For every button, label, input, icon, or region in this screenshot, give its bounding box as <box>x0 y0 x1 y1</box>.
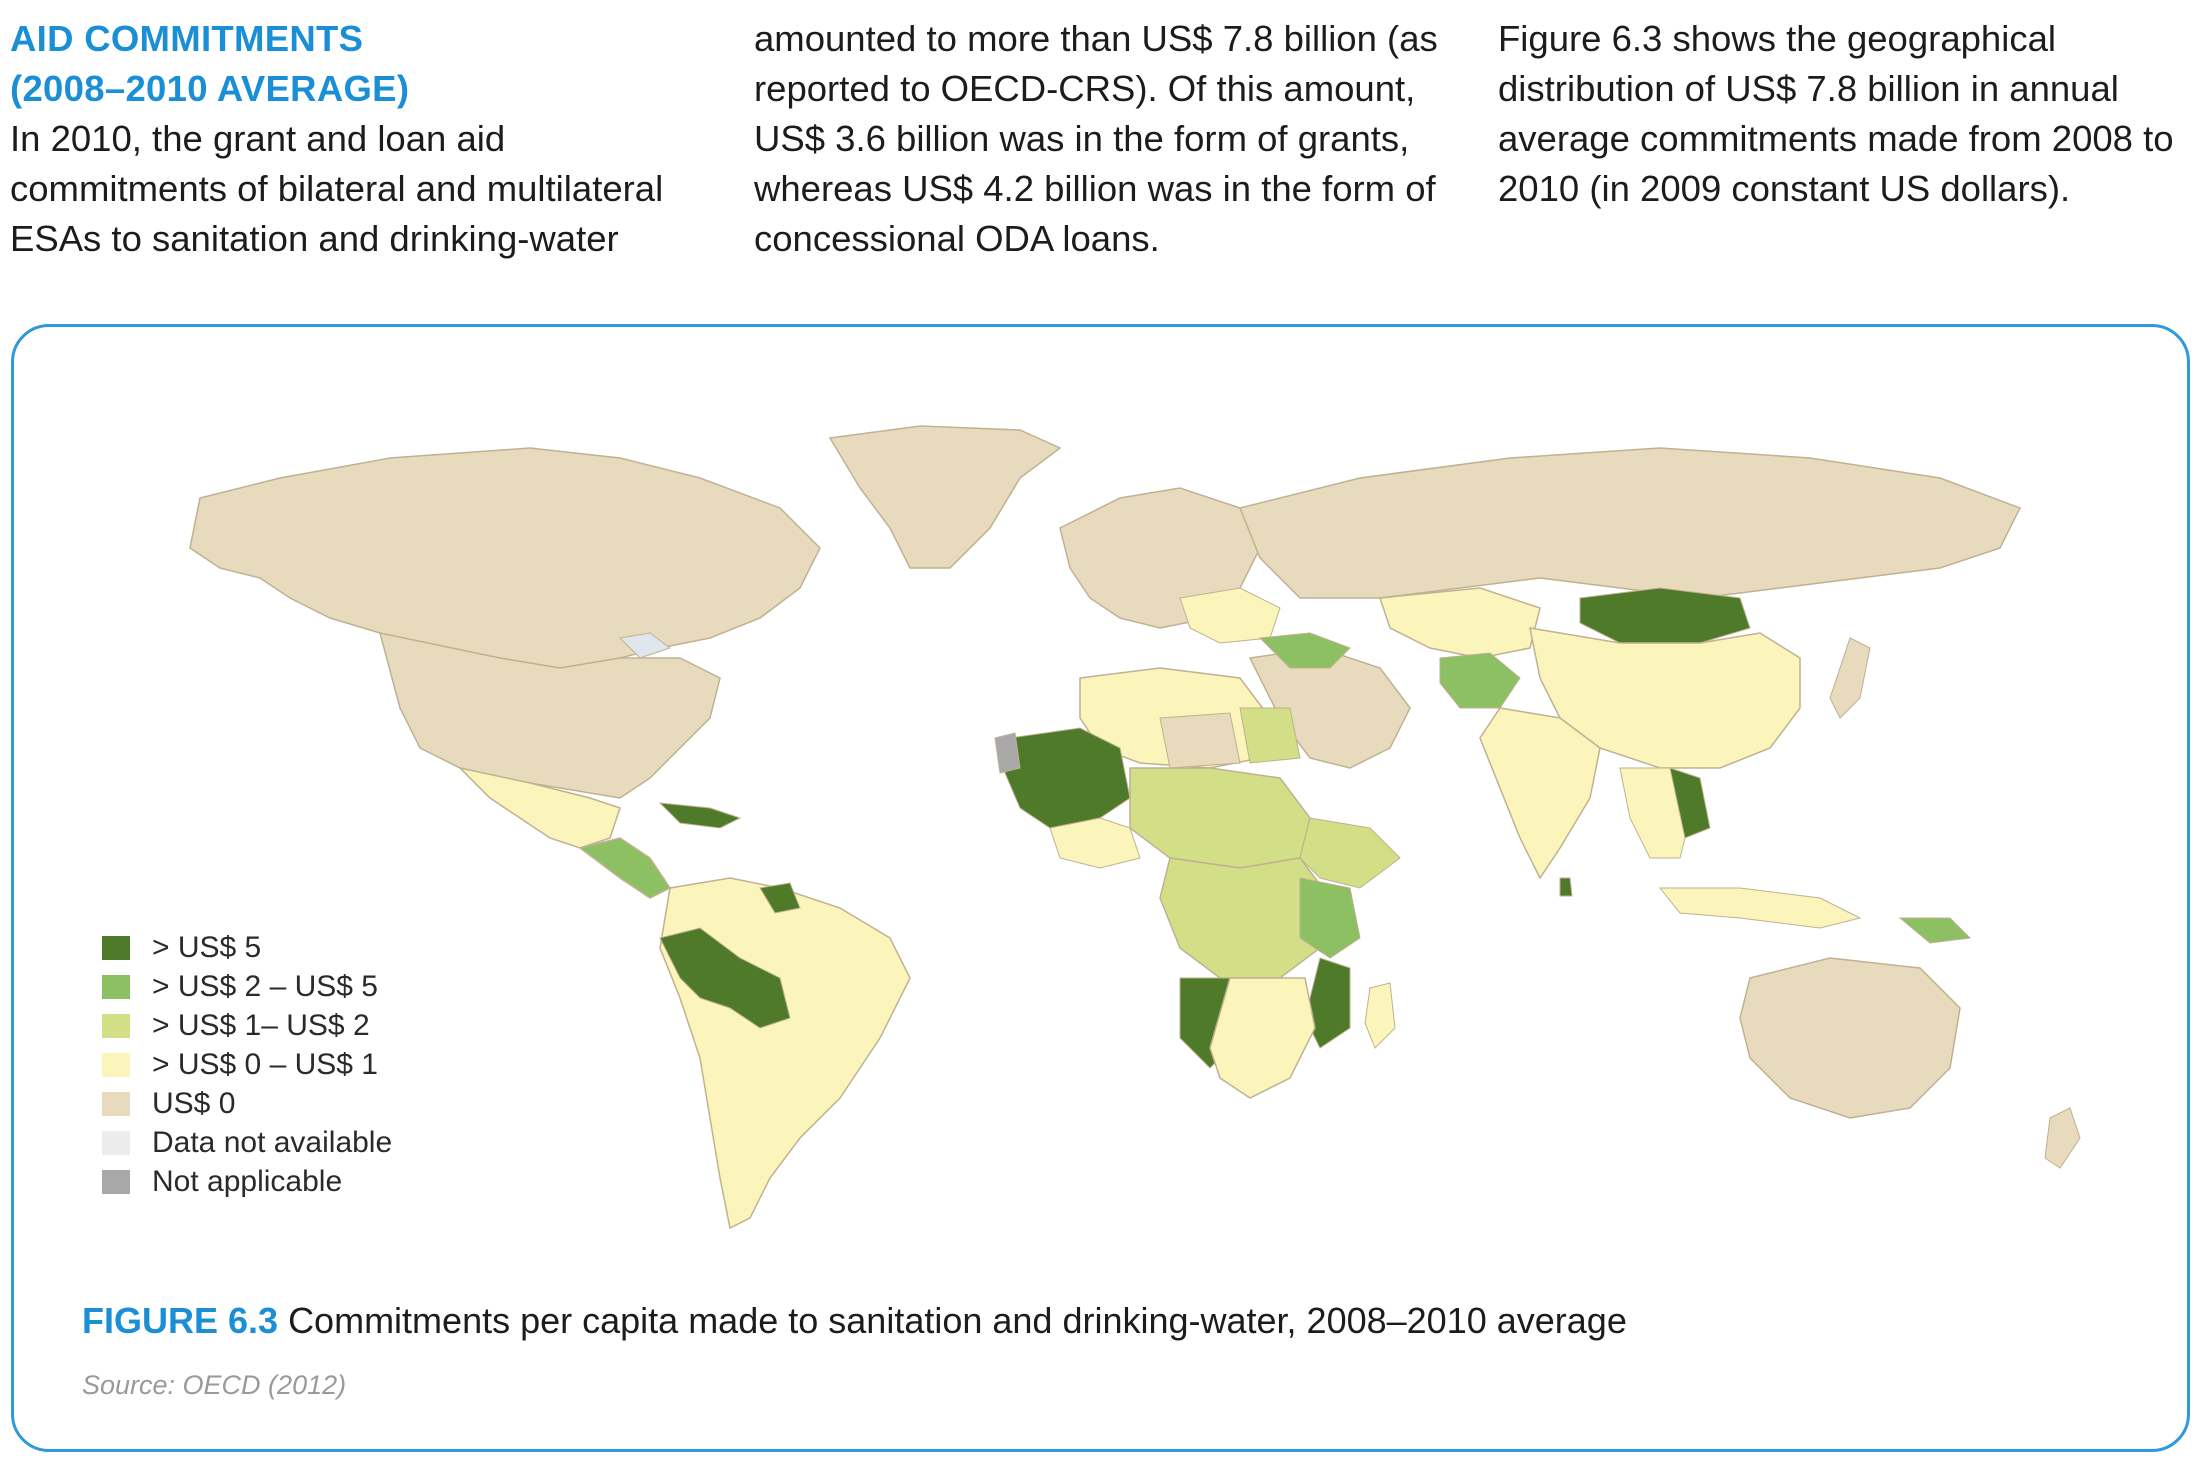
legend-item: > US$ 5 <box>92 928 442 967</box>
section-subheading: (2008–2010 AVERAGE) <box>10 68 410 109</box>
region-levant <box>1258 632 1351 669</box>
region-south-central-asia <box>1439 652 1521 709</box>
legend-swatch <box>102 974 130 999</box>
legend-swatch <box>102 1013 130 1038</box>
intro-paragraph-3: Figure 6.3 shows the geographical distri… <box>1498 18 2174 209</box>
legend-item: > US$ 0 – US$ 1 <box>92 1045 442 1084</box>
world-map <box>60 418 2145 1238</box>
region-mexico <box>457 766 621 849</box>
region-caribbean <box>658 802 742 829</box>
region-eastern-europe <box>1179 587 1281 644</box>
legend-swatch <box>102 935 130 960</box>
intro-column-2: amounted to more than US$ 7.8 billion (a… <box>754 14 1474 264</box>
legend-item: Not applicable <box>92 1162 442 1201</box>
region-western-sahara <box>994 732 1021 774</box>
legend-swatch <box>102 1052 130 1077</box>
region-guianas <box>759 882 801 914</box>
region-east-africa <box>1299 877 1361 959</box>
region-west-coast <box>1049 817 1141 869</box>
region-egypt <box>1239 707 1301 764</box>
figure-caption-text: Commitments per capita made to sanitatio… <box>288 1300 1627 1341</box>
region-southern-africa <box>1209 977 1316 1099</box>
intro-column-3: Figure 6.3 shows the geographical distri… <box>1498 14 2198 214</box>
legend-label: > US$ 0 – US$ 1 <box>152 1047 378 1081</box>
region-australia <box>1739 957 1961 1119</box>
region-central-africa <box>1159 857 1331 979</box>
legend-label: > US$ 5 <box>152 930 262 964</box>
region-sri-lanka <box>1559 877 1573 897</box>
legend-swatch <box>102 1130 130 1155</box>
map-legend: > US$ 5 > US$ 2 – US$ 5 > US$ 1– US$ 2 >… <box>82 916 452 1213</box>
intro-paragraph-2: amounted to more than US$ 7.8 billion (a… <box>754 18 1438 259</box>
region-indochina <box>1669 767 1711 839</box>
legend-swatch <box>102 1091 130 1116</box>
region-greenland <box>828 425 1062 569</box>
legend-item: Data not available <box>92 1123 442 1162</box>
region-indonesia <box>1658 887 1862 929</box>
world-map-svg <box>189 425 2081 1230</box>
region-sahel-mid <box>1129 767 1311 869</box>
region-madagascar <box>1364 982 1396 1049</box>
region-usa <box>378 632 721 799</box>
intro-paragraph-1: In 2010, the grant and loan aid commitme… <box>10 118 664 259</box>
region-central-america <box>578 837 672 899</box>
region-new-zealand <box>2044 1107 2081 1169</box>
legend-item: > US$ 2 – US$ 5 <box>92 967 442 1006</box>
region-mongolia <box>1579 587 1751 644</box>
region-central-asia <box>1378 587 1541 659</box>
region-andes-high <box>659 927 791 1029</box>
figure-source: Source: OECD (2012) <box>82 1370 347 1400</box>
legend-item: US$ 0 <box>92 1084 442 1123</box>
legend-label: Not applicable <box>152 1164 343 1198</box>
region-great-lakes <box>618 632 672 659</box>
intro-column-1: AID COMMITMENTS (2008–2010 AVERAGE) In 2… <box>10 14 730 264</box>
legend-item: > US$ 1– US$ 2 <box>92 1006 442 1045</box>
legend-swatch <box>102 1169 130 1194</box>
legend-label: US$ 0 <box>152 1086 236 1120</box>
legend-label: Data not available <box>152 1125 393 1159</box>
region-india <box>1479 707 1601 880</box>
region-russia <box>1238 447 2022 599</box>
region-libya <box>1159 712 1241 769</box>
region-japan <box>1829 637 1871 719</box>
region-north-america-north <box>189 447 821 669</box>
figure-number: FIGURE 6.3 <box>82 1300 279 1341</box>
legend-label: > US$ 2 – US$ 5 <box>152 969 378 1003</box>
section-heading: AID COMMITMENTS <box>10 18 364 59</box>
region-papua <box>1898 917 1972 944</box>
legend-label: > US$ 1– US$ 2 <box>152 1008 370 1042</box>
figure-caption: FIGURE 6.3 Commitments per capita made to… <box>82 1300 1627 1342</box>
